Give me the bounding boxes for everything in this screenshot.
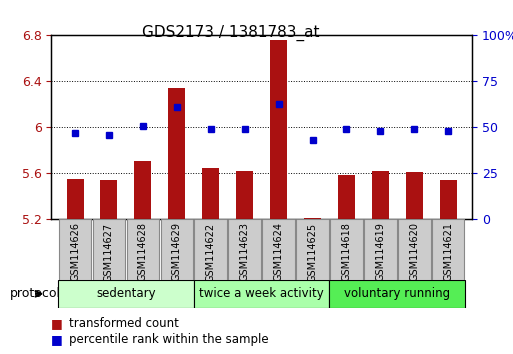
Text: twice a week activity: twice a week activity (199, 287, 324, 300)
FancyBboxPatch shape (364, 219, 397, 280)
FancyBboxPatch shape (194, 280, 329, 308)
Text: GSM114629: GSM114629 (172, 222, 182, 281)
Text: GSM114618: GSM114618 (342, 222, 351, 281)
Text: voluntary running: voluntary running (344, 287, 450, 300)
Bar (304, 218, 321, 219)
Bar (270, 40, 287, 219)
Text: ■: ■ (51, 333, 63, 346)
Text: GSM114624: GSM114624 (273, 222, 284, 281)
Bar (440, 181, 457, 219)
Text: GSM114625: GSM114625 (307, 222, 318, 282)
Text: GSM114623: GSM114623 (240, 222, 250, 281)
Text: GSM114628: GSM114628 (138, 222, 148, 281)
Text: ■: ■ (51, 318, 63, 330)
FancyBboxPatch shape (93, 219, 125, 280)
FancyBboxPatch shape (329, 280, 465, 308)
FancyBboxPatch shape (262, 219, 295, 280)
Bar (372, 171, 389, 219)
Text: transformed count: transformed count (69, 318, 179, 330)
FancyBboxPatch shape (58, 280, 194, 308)
Text: GSM114627: GSM114627 (104, 222, 114, 282)
FancyBboxPatch shape (228, 219, 261, 280)
Text: GSM114619: GSM114619 (376, 222, 385, 281)
FancyBboxPatch shape (127, 219, 159, 280)
Text: protocol: protocol (10, 287, 61, 300)
FancyBboxPatch shape (59, 219, 91, 280)
Bar (101, 181, 117, 219)
FancyBboxPatch shape (330, 219, 363, 280)
Bar (338, 175, 355, 219)
FancyBboxPatch shape (161, 219, 193, 280)
Text: sedentary: sedentary (96, 287, 156, 300)
FancyBboxPatch shape (296, 219, 329, 280)
Text: GSM114621: GSM114621 (443, 222, 453, 281)
Text: GSM114622: GSM114622 (206, 222, 216, 282)
Bar (67, 179, 84, 219)
FancyBboxPatch shape (398, 219, 430, 280)
Bar (202, 168, 219, 219)
Text: GSM114620: GSM114620 (409, 222, 419, 281)
Text: GSM114626: GSM114626 (70, 222, 80, 281)
Bar (406, 172, 423, 219)
FancyBboxPatch shape (194, 219, 227, 280)
Bar (236, 171, 253, 219)
FancyBboxPatch shape (432, 219, 464, 280)
Text: percentile rank within the sample: percentile rank within the sample (69, 333, 269, 346)
Bar (134, 161, 151, 219)
Text: GDS2173 / 1381783_at: GDS2173 / 1381783_at (142, 25, 320, 41)
Bar (168, 88, 185, 219)
